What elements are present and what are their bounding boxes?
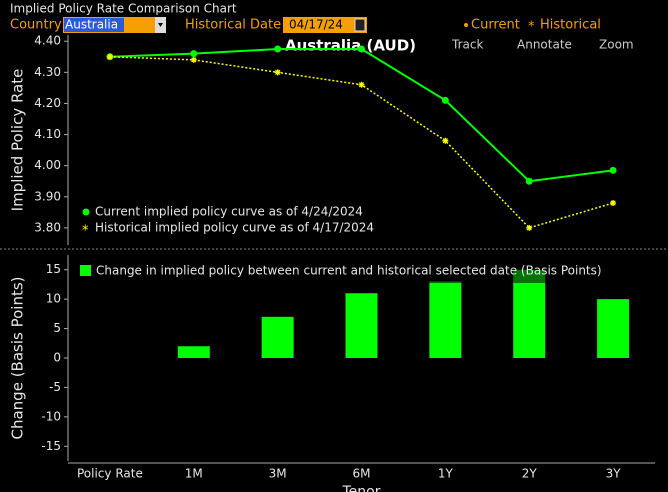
x-tick-label: 6M [353,467,371,481]
x-tick-label: 1M [185,467,203,481]
y-tick-label: 4.00 [34,158,61,172]
chart-annotation: Australia (AUD) [285,37,416,55]
toolbar [425,35,640,53]
bar [177,346,210,358]
point [106,53,113,60]
legend-bg [74,259,620,283]
legend-historical-marker: * [528,20,535,35]
legend-bg [75,204,393,220]
zoom-button[interactable]: Zoom [599,38,634,52]
y-tick-label: 0 [53,351,61,365]
x-tick-label: 3Y [606,467,622,481]
x-tick-label: 1Y [438,467,454,481]
x-axis-label: Tenor [342,484,381,492]
point [358,81,365,88]
y-axis-label: Implied Policy Rate [9,69,27,212]
y-axis-label: Change (Basis Points) [9,276,27,439]
y-tick-label: 4.20 [34,96,61,110]
legend-label: Change in implied policy between current… [96,264,602,278]
bar [261,316,294,358]
y-tick-label: -10 [41,409,61,423]
legend-marker [80,265,91,276]
legend-bg [75,220,393,236]
y-tick-label: 5 [53,321,61,335]
y-tick-label: 3.80 [34,220,61,234]
y-tick-label: 4.30 [34,65,61,79]
y-tick-label: -5 [49,380,61,394]
bar [597,299,630,358]
track-button[interactable]: Track [451,38,483,52]
x-tick-label: 3M [269,467,287,481]
country-label: Country [10,18,62,33]
point [274,45,282,53]
point [610,200,617,206]
legend-current: Current [471,18,520,33]
annotate-button[interactable]: Annotate [517,38,572,52]
country-value: Australia [65,18,118,32]
point [526,224,533,231]
point [609,166,617,174]
date-label: Historical Date [185,18,281,33]
point [190,50,198,58]
legend-current-marker [464,23,468,27]
legend-marker [82,208,90,216]
bar [345,293,378,358]
legend-marker: * [82,224,89,239]
y-tick-label: 4.40 [34,34,61,48]
point [358,45,365,53]
point [442,137,449,144]
dropdown-arrow [158,23,163,27]
bar [429,281,462,358]
point [441,96,449,104]
x-tick-label: Policy Rate [77,467,143,481]
y-tick-label: -15 [41,439,61,453]
bar [513,269,546,358]
legend-historical: Historical [540,18,601,33]
point [525,177,533,185]
date-value: 04/17/24 [289,18,343,32]
point [190,56,197,63]
point [274,69,281,76]
window-title: Implied Policy Rate Comparison Chart [10,2,237,16]
y-tick-label: 4.10 [34,127,61,141]
calendar-button[interactable] [354,18,366,32]
country-selection [64,18,124,32]
x-tick-label: 2Y [522,467,538,481]
y-tick-label: 3.90 [34,189,61,203]
legend-label: Historical implied policy curve as of 4/… [95,221,374,235]
legend-label: Current implied policy curve as of 4/24/… [95,205,363,219]
date-input[interactable] [283,17,367,33]
y-tick-label: 15 [46,262,61,276]
y-tick-label: 10 [46,292,61,306]
